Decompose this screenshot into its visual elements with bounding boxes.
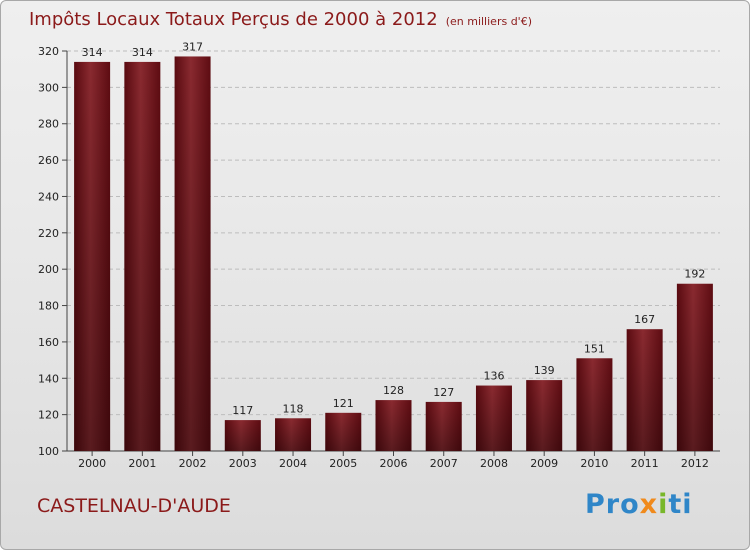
bar-value-label: 314: [82, 46, 103, 59]
y-tick-label: 320: [38, 45, 59, 58]
bar-shade: [626, 329, 663, 451]
bar-shade: [124, 61, 161, 452]
bar-shade: [174, 56, 211, 452]
bar-shade: [576, 358, 613, 451]
y-tick-label: 160: [38, 336, 59, 349]
chart-title-text: Impôts Locaux Totaux Perçus de 2000 à 20…: [29, 9, 438, 30]
logo-part-4: ti: [668, 489, 693, 520]
bar-shade: [74, 61, 111, 452]
x-tick-label: 2000: [78, 457, 106, 470]
x-tick-label: 2011: [631, 457, 659, 470]
y-tick-label: 220: [38, 227, 59, 240]
logo-part-2: x: [639, 489, 659, 520]
x-tick-label: 2003: [229, 457, 257, 470]
x-tick-label: 2006: [380, 457, 408, 470]
chart-title: Impôts Locaux Totaux Perçus de 2000 à 20…: [29, 9, 532, 30]
bars: [74, 56, 713, 452]
y-tick-label: 200: [38, 263, 59, 276]
x-tick-label: 2010: [580, 457, 608, 470]
y-tick-label: 100: [38, 445, 59, 458]
bar-value-label: 151: [584, 342, 605, 355]
bar-shade: [475, 385, 512, 451]
logo-part-1: Pro: [585, 489, 640, 520]
y-tick-label: 280: [38, 118, 59, 131]
bar-value-label: 136: [483, 370, 504, 383]
bar-shade: [224, 420, 261, 451]
bar-shade: [375, 400, 412, 451]
city-name: CASTELNAU-D'AUDE: [37, 495, 231, 517]
x-tick-label: 2012: [681, 457, 709, 470]
x-tick-label: 2005: [329, 457, 357, 470]
bar-shade: [425, 401, 462, 451]
bar-shade: [526, 380, 563, 451]
bar-shade: [275, 418, 312, 451]
chart-subtitle: (en milliers d'€): [445, 15, 532, 28]
proxiti-logo: Proxiti: [585, 489, 693, 520]
labels: 100 120 140 160 180 200 220 240 260 280 300 320 314 2…: [38, 40, 709, 470]
bar-value-label: 167: [634, 313, 655, 326]
x-tick-label: 2009: [530, 457, 558, 470]
y-tick-label: 180: [38, 300, 59, 313]
x-tick-label: 2001: [128, 457, 156, 470]
bar-value-label: 118: [283, 402, 304, 415]
y-tick-label: 240: [38, 190, 59, 203]
bar-value-label: 314: [132, 46, 153, 59]
x-tick-label: 2007: [430, 457, 458, 470]
bar-shade: [325, 412, 362, 451]
y-tick-label: 120: [38, 409, 59, 422]
bar-value-label: 317: [182, 40, 203, 53]
bar-value-label: 117: [232, 404, 253, 417]
bar-value-label: 128: [383, 384, 404, 397]
bar-value-label: 192: [684, 268, 705, 281]
x-tick-label: 2002: [179, 457, 207, 470]
y-tick-label: 300: [38, 81, 59, 94]
bar-value-label: 121: [333, 397, 354, 410]
y-tick-label: 260: [38, 154, 59, 167]
y-tick-label: 140: [38, 372, 59, 385]
logo-part-3: i: [658, 489, 669, 520]
bar-value-label: 139: [534, 364, 555, 377]
bar-value-label: 127: [433, 386, 454, 399]
x-tick-label: 2004: [279, 457, 307, 470]
x-tick-label: 2008: [480, 457, 508, 470]
bar-shade: [676, 283, 713, 451]
